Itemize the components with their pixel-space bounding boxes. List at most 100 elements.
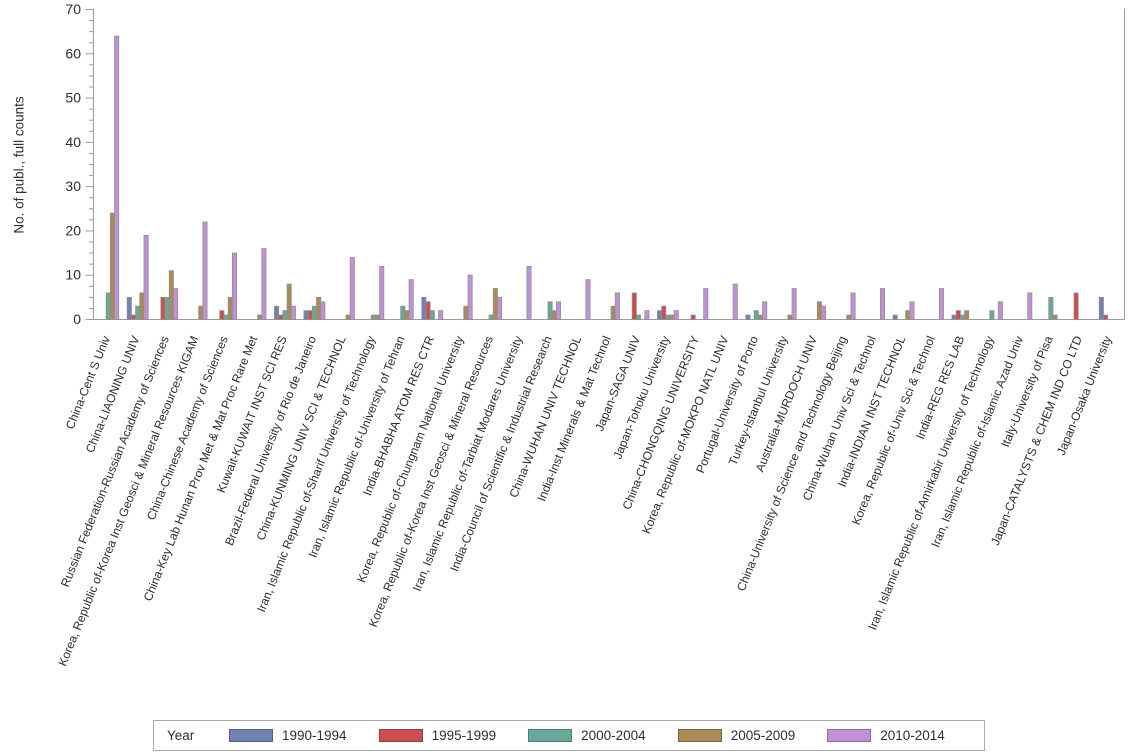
bar xyxy=(438,310,444,320)
y-tick-label: 30 xyxy=(65,178,81,194)
bar xyxy=(955,310,961,320)
bar xyxy=(370,314,376,320)
y-tick-label: 0 xyxy=(73,311,81,327)
bar xyxy=(375,314,381,320)
legend-items: 1990-1994 1995-1999 2000-2004 2005-2009 2010… xyxy=(216,728,945,743)
bar xyxy=(959,314,965,320)
bar xyxy=(139,292,145,320)
legend: Year 1990-1994 1995-1999 2000-2004 2005-200… xyxy=(153,720,985,751)
legend-label: 2005-2009 xyxy=(730,728,796,743)
bar xyxy=(492,288,498,320)
x-axis-label: Japan-Osaka University xyxy=(1054,334,1115,457)
bar xyxy=(850,292,856,320)
bar xyxy=(227,296,233,320)
bar xyxy=(880,288,886,320)
legend-label: 1995-1999 xyxy=(431,728,497,743)
bar xyxy=(1098,296,1104,320)
bar xyxy=(164,296,170,320)
bar xyxy=(429,310,435,320)
bar xyxy=(307,310,313,320)
bar xyxy=(821,305,827,320)
bar xyxy=(673,310,679,320)
bar xyxy=(404,310,410,320)
bar xyxy=(997,301,1003,320)
legend-item: 2005-2009 xyxy=(677,728,796,743)
bar xyxy=(463,305,469,320)
bar xyxy=(757,314,763,320)
bar xyxy=(1027,292,1033,320)
bar xyxy=(143,234,149,320)
legend-item: 1995-1999 xyxy=(378,728,497,743)
bar xyxy=(421,296,427,320)
bar xyxy=(345,314,351,320)
legend-swatch-1990-1994 xyxy=(229,729,273,742)
legend-item: 2010-2014 xyxy=(827,728,945,743)
bar xyxy=(951,314,957,320)
bar xyxy=(745,314,751,320)
legend-item: 1990-1994 xyxy=(229,728,347,743)
bar xyxy=(278,314,284,320)
bar xyxy=(311,305,317,320)
bar xyxy=(467,274,473,320)
legend-label: 1990-1994 xyxy=(282,728,347,743)
y-tick-label: 10 xyxy=(65,267,81,283)
bar xyxy=(274,305,280,320)
bar xyxy=(665,314,671,320)
bar xyxy=(905,310,911,320)
bar xyxy=(635,314,641,320)
bar xyxy=(316,296,322,320)
bar xyxy=(379,265,385,320)
bar xyxy=(202,221,208,320)
bar xyxy=(787,314,793,320)
legend-swatch-2000-2004 xyxy=(528,729,573,742)
bar xyxy=(286,283,292,320)
bar xyxy=(105,292,111,320)
bar xyxy=(816,301,822,320)
bar xyxy=(631,292,637,320)
y-tick-label: 70 xyxy=(65,1,81,17)
bar xyxy=(669,314,675,320)
bar xyxy=(282,310,288,320)
bar xyxy=(1052,314,1058,320)
legend-item: 2000-2004 xyxy=(528,728,646,743)
bar xyxy=(846,314,852,320)
bar xyxy=(425,301,431,320)
legend-label: 2000-2004 xyxy=(581,728,646,743)
bar xyxy=(1073,292,1079,320)
bar xyxy=(753,310,759,320)
bar xyxy=(290,305,296,320)
bar xyxy=(610,305,616,320)
bar xyxy=(261,248,267,320)
bar xyxy=(173,288,179,320)
bar xyxy=(762,301,768,320)
bar xyxy=(109,212,115,320)
y-tick-label: 20 xyxy=(65,222,81,238)
bar xyxy=(526,265,532,320)
legend-swatch-1995-1999 xyxy=(378,729,423,742)
bar xyxy=(168,270,174,320)
bar xyxy=(135,305,141,320)
bar xyxy=(703,288,709,320)
bar xyxy=(732,283,738,320)
bar xyxy=(547,301,553,320)
bar xyxy=(223,314,229,320)
y-tick-label: 60 xyxy=(65,45,81,61)
bar xyxy=(400,305,406,320)
bar xyxy=(1103,314,1109,320)
bar xyxy=(130,314,136,320)
bar xyxy=(661,305,667,320)
y-tick-label: 50 xyxy=(65,90,81,106)
bar xyxy=(231,252,237,320)
bar xyxy=(488,314,494,320)
bar xyxy=(408,279,414,320)
bar xyxy=(320,301,326,320)
bar xyxy=(585,279,591,320)
bar xyxy=(657,310,663,320)
legend-label: 2010-2014 xyxy=(880,728,945,743)
bar xyxy=(909,301,915,320)
x-axis-label: China-Key Lab Hunan Prov Met & Mat Proc … xyxy=(141,333,261,603)
bar xyxy=(555,301,561,320)
bar xyxy=(349,257,355,320)
